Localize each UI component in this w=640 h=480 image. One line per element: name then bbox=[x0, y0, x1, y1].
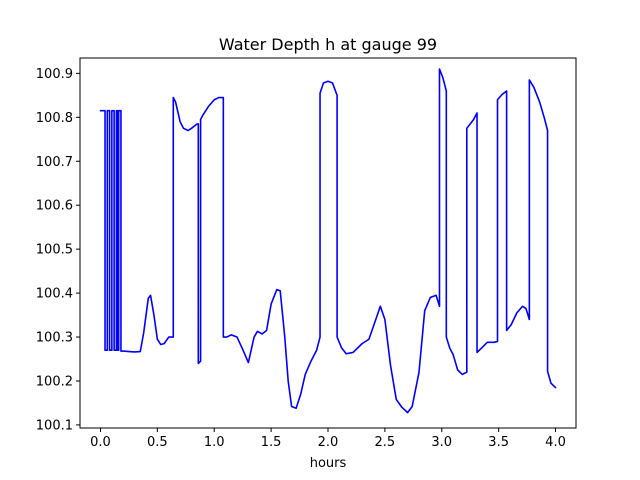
x-tick-label: 1.5 bbox=[261, 435, 282, 450]
y-axis: 100.1 100.2 100.3 100.4 100.5 100.6 100.7 100.8… bbox=[36, 67, 80, 433]
x-axis: 0.0 0.5 1.0 1.5 2.0 2.5 3.0 3.5 4.0 bbox=[90, 428, 566, 450]
x-tick-label: 4.0 bbox=[545, 435, 566, 450]
x-tick-label: 2.5 bbox=[375, 435, 396, 450]
chart-title: Water Depth h at gauge 99 bbox=[219, 35, 437, 54]
x-tick-label: 0.5 bbox=[147, 435, 168, 450]
y-tick-label: 100.3 bbox=[36, 331, 73, 346]
series-line bbox=[99, 68, 557, 414]
y-tick-label: 100.4 bbox=[36, 287, 73, 302]
y-tick-label: 100.6 bbox=[36, 199, 73, 214]
x-tick-label: 3.0 bbox=[431, 435, 452, 450]
y-tick-label: 100.8 bbox=[36, 111, 73, 126]
x-tick-label: 3.5 bbox=[488, 435, 509, 450]
x-tick-label: 0.0 bbox=[90, 435, 111, 450]
x-tick-label: 2.0 bbox=[318, 435, 339, 450]
y-tick-label: 100.9 bbox=[36, 67, 73, 82]
y-tick-label: 100.1 bbox=[36, 418, 73, 433]
y-tick-label: 100.5 bbox=[36, 243, 73, 258]
x-tick-label: 1.0 bbox=[204, 435, 225, 450]
y-tick-label: 100.7 bbox=[36, 155, 73, 170]
y-tick-label: 100.2 bbox=[36, 374, 73, 389]
x-axis-label: hours bbox=[310, 456, 347, 471]
